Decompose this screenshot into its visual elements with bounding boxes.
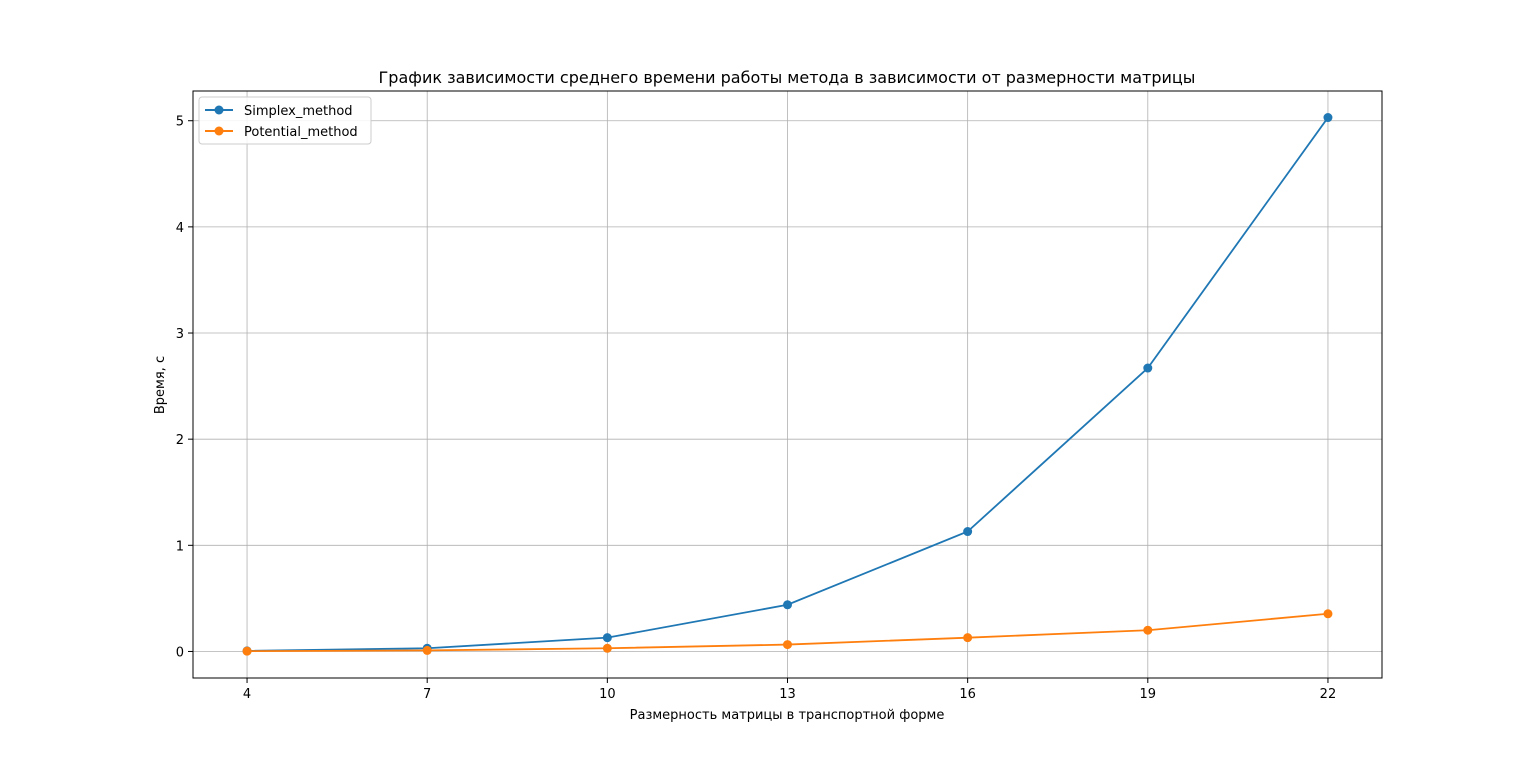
chart-title: График зависимости среднего времени рабо… [379, 68, 1196, 87]
y-tick-label: 3 [176, 327, 184, 342]
x-tick-label: 22 [1320, 687, 1337, 702]
x-tick-label: 7 [423, 687, 431, 702]
y-tick-label: 0 [176, 645, 184, 660]
y-tick-label: 2 [176, 433, 184, 448]
data-point-potential-method [602, 643, 612, 653]
data-point-potential-method [242, 646, 252, 656]
data-point-potential-method [422, 645, 432, 655]
y-tick-label: 4 [176, 221, 184, 236]
grid-lines [193, 91, 1382, 678]
legend-box [198, 96, 372, 145]
axis-ticks: 4 7 10 13 16 19 22 0 1 2 3 4 5 [176, 115, 1337, 702]
data-point-potential-method [963, 633, 973, 643]
data-point-simplex-method [783, 600, 792, 610]
data-point-potential-method [783, 640, 792, 650]
data-point-potential-method [1143, 625, 1153, 635]
legend-label-potential: Potential_method [244, 125, 358, 140]
legend-marker-potential [214, 126, 224, 136]
legend-label-simplex: Simplex_method [244, 104, 353, 119]
x-tick-label: 4 [243, 687, 251, 702]
y-tick-label: 1 [176, 539, 184, 554]
y-tick-label: 5 [176, 115, 184, 130]
legend: Simplex_method Potential_method [198, 96, 372, 145]
legend-marker-simplex [214, 105, 224, 115]
data-point-potential-method [1323, 609, 1333, 619]
x-tick-label: 16 [959, 687, 976, 702]
data-point-simplex-method [1323, 113, 1333, 123]
x-tick-label: 10 [599, 687, 616, 702]
x-axis-label: Размерность матрицы в транспортной форме [630, 708, 945, 723]
data-point-simplex-method [602, 633, 612, 643]
x-tick-label: 13 [779, 687, 796, 702]
data-point-simplex-method [1143, 363, 1153, 373]
x-tick-label: 19 [1140, 687, 1157, 702]
y-axis-label: Время, с [153, 356, 168, 414]
data-point-simplex-method [963, 527, 973, 537]
series-layer [242, 113, 1333, 656]
